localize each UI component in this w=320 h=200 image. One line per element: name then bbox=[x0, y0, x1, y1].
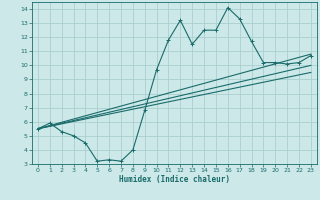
X-axis label: Humidex (Indice chaleur): Humidex (Indice chaleur) bbox=[119, 175, 230, 184]
